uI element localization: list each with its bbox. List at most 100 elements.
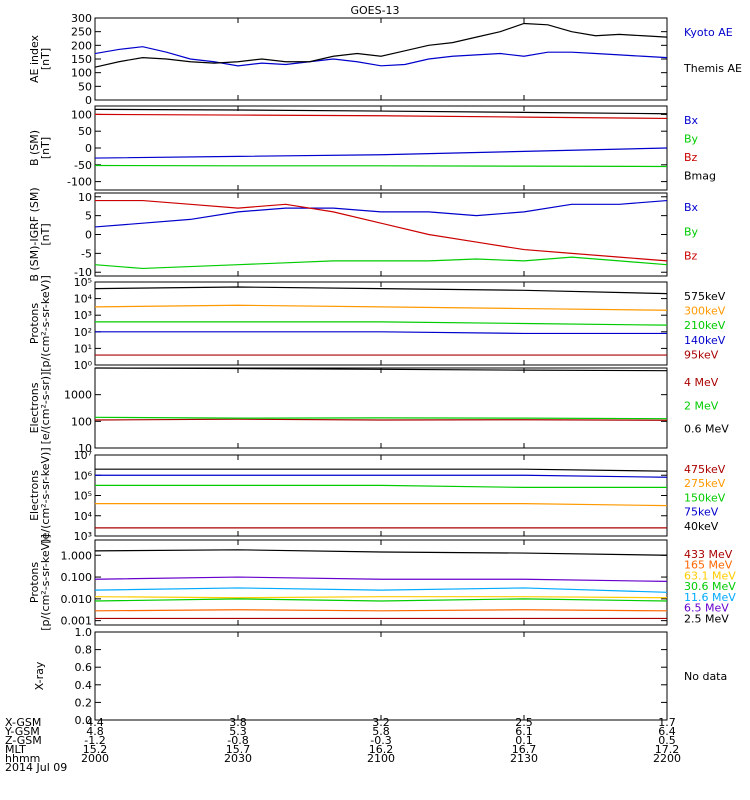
x-row-value: 2000 bbox=[81, 752, 109, 765]
x-row-value: 2130 bbox=[510, 752, 538, 765]
legend-entry: 2.5 MeV bbox=[684, 612, 729, 625]
series-line bbox=[94, 609, 668, 612]
legend-entry: 75keV bbox=[684, 506, 719, 519]
y-tick-label: 0.010 bbox=[61, 593, 93, 606]
series-line bbox=[94, 108, 668, 115]
y-tick-label: 0.001 bbox=[61, 615, 93, 628]
x-row-value: 4.4 bbox=[86, 716, 104, 729]
y-label-line: [nT] bbox=[39, 137, 52, 159]
y-tick-label: 300 bbox=[71, 12, 92, 25]
y-tick-label: 0.8 bbox=[75, 644, 93, 657]
legend-entry: Themis AE bbox=[683, 62, 742, 75]
y-tick-label: 10⁶ bbox=[74, 469, 93, 482]
legend-entry: 475keV bbox=[684, 463, 726, 476]
y-tick-label: 10⁴ bbox=[74, 293, 93, 306]
y-label-line: [p/(cm²-s-sr-keV)] bbox=[39, 534, 52, 631]
panel-electrons2: 10³ 10⁴ 10⁵ 10⁶ 10⁷ Electrons[e/(cm²-s-sr-keV… bbox=[28, 447, 726, 543]
y-label-line: Protons bbox=[28, 303, 41, 344]
panel-protons2: 0.001 0.010 0.100 1.000 Protons[p/(cm²-s-sr-… bbox=[28, 534, 736, 631]
series-line bbox=[94, 549, 668, 556]
y-tick-label: 0 bbox=[85, 94, 92, 107]
x-row-value: 6.1 bbox=[515, 725, 533, 738]
series-line bbox=[94, 596, 668, 599]
panel-electrons1: 10 100 1000 Electrons[e/(cm²-s-sr)] 4 MeV 2 M… bbox=[28, 367, 729, 455]
panel-frame bbox=[94, 105, 668, 191]
series-line bbox=[94, 164, 668, 168]
y-label-line: AE index bbox=[28, 34, 41, 83]
y-label-line: X-ray bbox=[33, 661, 46, 690]
series-line bbox=[94, 304, 668, 311]
x-row-value: 5.8 bbox=[372, 725, 390, 738]
legend-entry: 275keV bbox=[684, 477, 726, 490]
y-tick-label: 0.2 bbox=[75, 696, 93, 709]
y-label-line: [e/(cm²-s-sr)] bbox=[39, 372, 52, 445]
x-row-value: 3.8 bbox=[229, 716, 247, 729]
y-tick-label: 0 bbox=[85, 142, 92, 155]
series-line bbox=[95, 331, 667, 335]
y-axis-label: Protons[p/(cm²-s-sr-keV)] bbox=[28, 534, 52, 631]
legend-entry: 40keV bbox=[684, 520, 719, 533]
panel-frame bbox=[94, 539, 668, 626]
legend-entry: 433 MeV bbox=[684, 548, 733, 561]
series-line bbox=[94, 286, 668, 295]
series-line bbox=[94, 199, 668, 228]
no-data-note: No data bbox=[684, 670, 727, 683]
legend-entry: 140keV bbox=[684, 334, 726, 347]
panel-frame bbox=[94, 631, 668, 721]
legend-entry: 30.6 MeV bbox=[684, 580, 736, 593]
x-row-value: 6.4 bbox=[658, 725, 676, 738]
legend-entry: Bz bbox=[684, 151, 698, 164]
y-tick-label: 200 bbox=[71, 39, 92, 52]
y-tick-label: 100 bbox=[71, 67, 92, 80]
x-row-label: MLT bbox=[5, 743, 26, 756]
legend-entry: 6.5 MeV bbox=[684, 602, 729, 615]
y-tick-label: 0 bbox=[85, 229, 92, 242]
y-label-line: [e/(cm²-s-sr-keV)] bbox=[39, 447, 52, 543]
y-label-line: [nT] bbox=[39, 223, 52, 245]
y-tick-label: -50 bbox=[74, 159, 92, 172]
y-label-line: Protons bbox=[28, 562, 41, 603]
y-tick-label: 100 bbox=[71, 108, 92, 121]
panel-protons: 10⁰ 10¹ 10² 10³ 10⁴ 10⁵ Protons[p/(cm²-s-sr-ke… bbox=[28, 275, 726, 372]
panel-bigrf: -10 -5 0 5 10 B (SM)-IGRF (SM)[nT] Bx By Bz bbox=[28, 187, 699, 281]
y-tick-label: -5 bbox=[81, 247, 92, 260]
y-axis-label: B (SM)[nT] bbox=[28, 130, 52, 166]
y-tick-label: 0.6 bbox=[75, 661, 93, 674]
panel-frame bbox=[94, 367, 668, 449]
y-label-line: Electrons bbox=[28, 382, 41, 433]
x-row-value: 4.8 bbox=[86, 725, 104, 738]
legend-entry: 11.6 MeV bbox=[684, 591, 736, 604]
series-line bbox=[94, 576, 668, 583]
y-tick-label: 100 bbox=[71, 415, 92, 428]
x-row-value: 2200 bbox=[653, 752, 681, 765]
y-tick-label: 1000 bbox=[64, 389, 92, 402]
legend-entry: 300keV bbox=[684, 305, 726, 318]
panel-bsm: -100 -50 0 50 100 B (SM)[nT] Bx By Bz Bmag bbox=[28, 105, 716, 191]
y-tick-label: 150 bbox=[71, 53, 92, 66]
y-tick-label: -100 bbox=[67, 176, 92, 189]
y-tick-label: 10¹ bbox=[74, 342, 92, 355]
x-row-value: 2030 bbox=[224, 752, 252, 765]
y-axis-label: AE index[nT] bbox=[28, 34, 52, 83]
series-line bbox=[95, 199, 668, 262]
series-line bbox=[94, 587, 668, 593]
series-line bbox=[94, 416, 668, 420]
legend-entry: Bmag bbox=[684, 170, 716, 183]
y-tick-label: 50 bbox=[78, 80, 92, 93]
y-tick-label: 0.0 bbox=[75, 714, 93, 727]
legend-entry: Bz bbox=[684, 250, 698, 263]
y-tick-label: 10³ bbox=[74, 309, 92, 322]
legend-entry: 0.6 MeV bbox=[684, 423, 729, 436]
series-line bbox=[95, 474, 668, 478]
y-label-line: Electrons bbox=[28, 470, 41, 521]
series-line bbox=[94, 22, 668, 68]
legend-entry: 575keV bbox=[684, 290, 726, 303]
legend-entry: By bbox=[684, 225, 699, 238]
y-label-line: B (SM) bbox=[28, 130, 41, 166]
y-axis-label: Protons[p/(cm²-s-sr-keV)] bbox=[28, 275, 52, 372]
series-line bbox=[94, 418, 668, 421]
series-line bbox=[94, 598, 668, 602]
y-tick-label: 250 bbox=[71, 26, 92, 39]
